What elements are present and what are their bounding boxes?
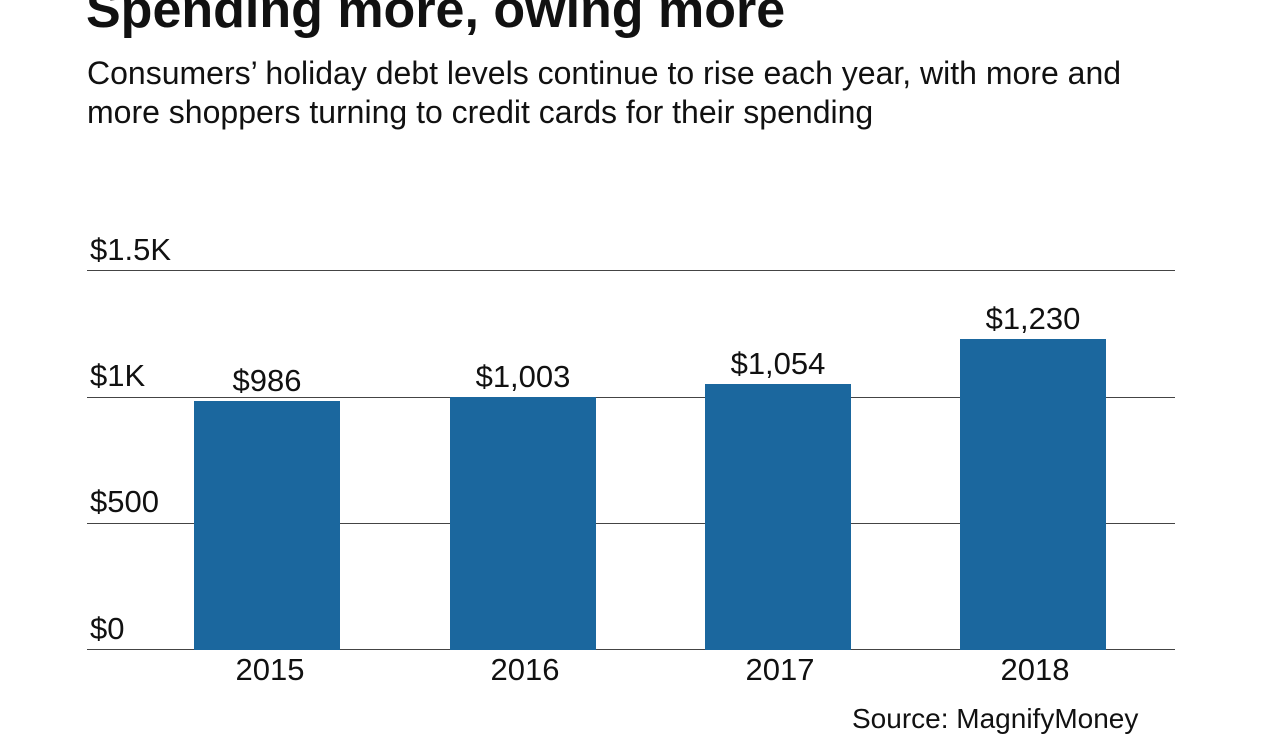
bar-2016 xyxy=(450,397,596,650)
gridline-1000 xyxy=(87,397,1175,398)
bar-value-label: $1,054 xyxy=(730,346,826,381)
gridline-1500 xyxy=(87,270,1175,271)
y-tick-label: $1K xyxy=(90,358,146,393)
y-tick-label: $500 xyxy=(90,484,159,519)
gridline-500 xyxy=(87,523,1175,524)
x-tick-label: 2015 xyxy=(235,652,305,687)
bar-2017 xyxy=(705,384,851,650)
chart-subtitle: Consumers’ holiday debt levels continue … xyxy=(87,55,1122,130)
bar-value-label: $1,003 xyxy=(475,359,571,394)
y-tick-label: $1.5K xyxy=(90,232,172,267)
chart-title: Spending more, owing more xyxy=(86,0,786,39)
bar-2015 xyxy=(194,401,340,650)
bar-2018 xyxy=(960,339,1106,650)
source-note: Source: MagnifyMoney xyxy=(852,703,1139,734)
baseline-0 xyxy=(87,649,1175,650)
bar-value-label: $986 xyxy=(232,363,302,398)
bar-value-label: $1,230 xyxy=(985,301,1081,336)
x-tick-label: 2018 xyxy=(1000,652,1070,687)
x-tick-label: 2016 xyxy=(490,652,560,687)
y-tick-label: $0 xyxy=(90,611,125,646)
x-tick-label: 2017 xyxy=(745,652,815,687)
